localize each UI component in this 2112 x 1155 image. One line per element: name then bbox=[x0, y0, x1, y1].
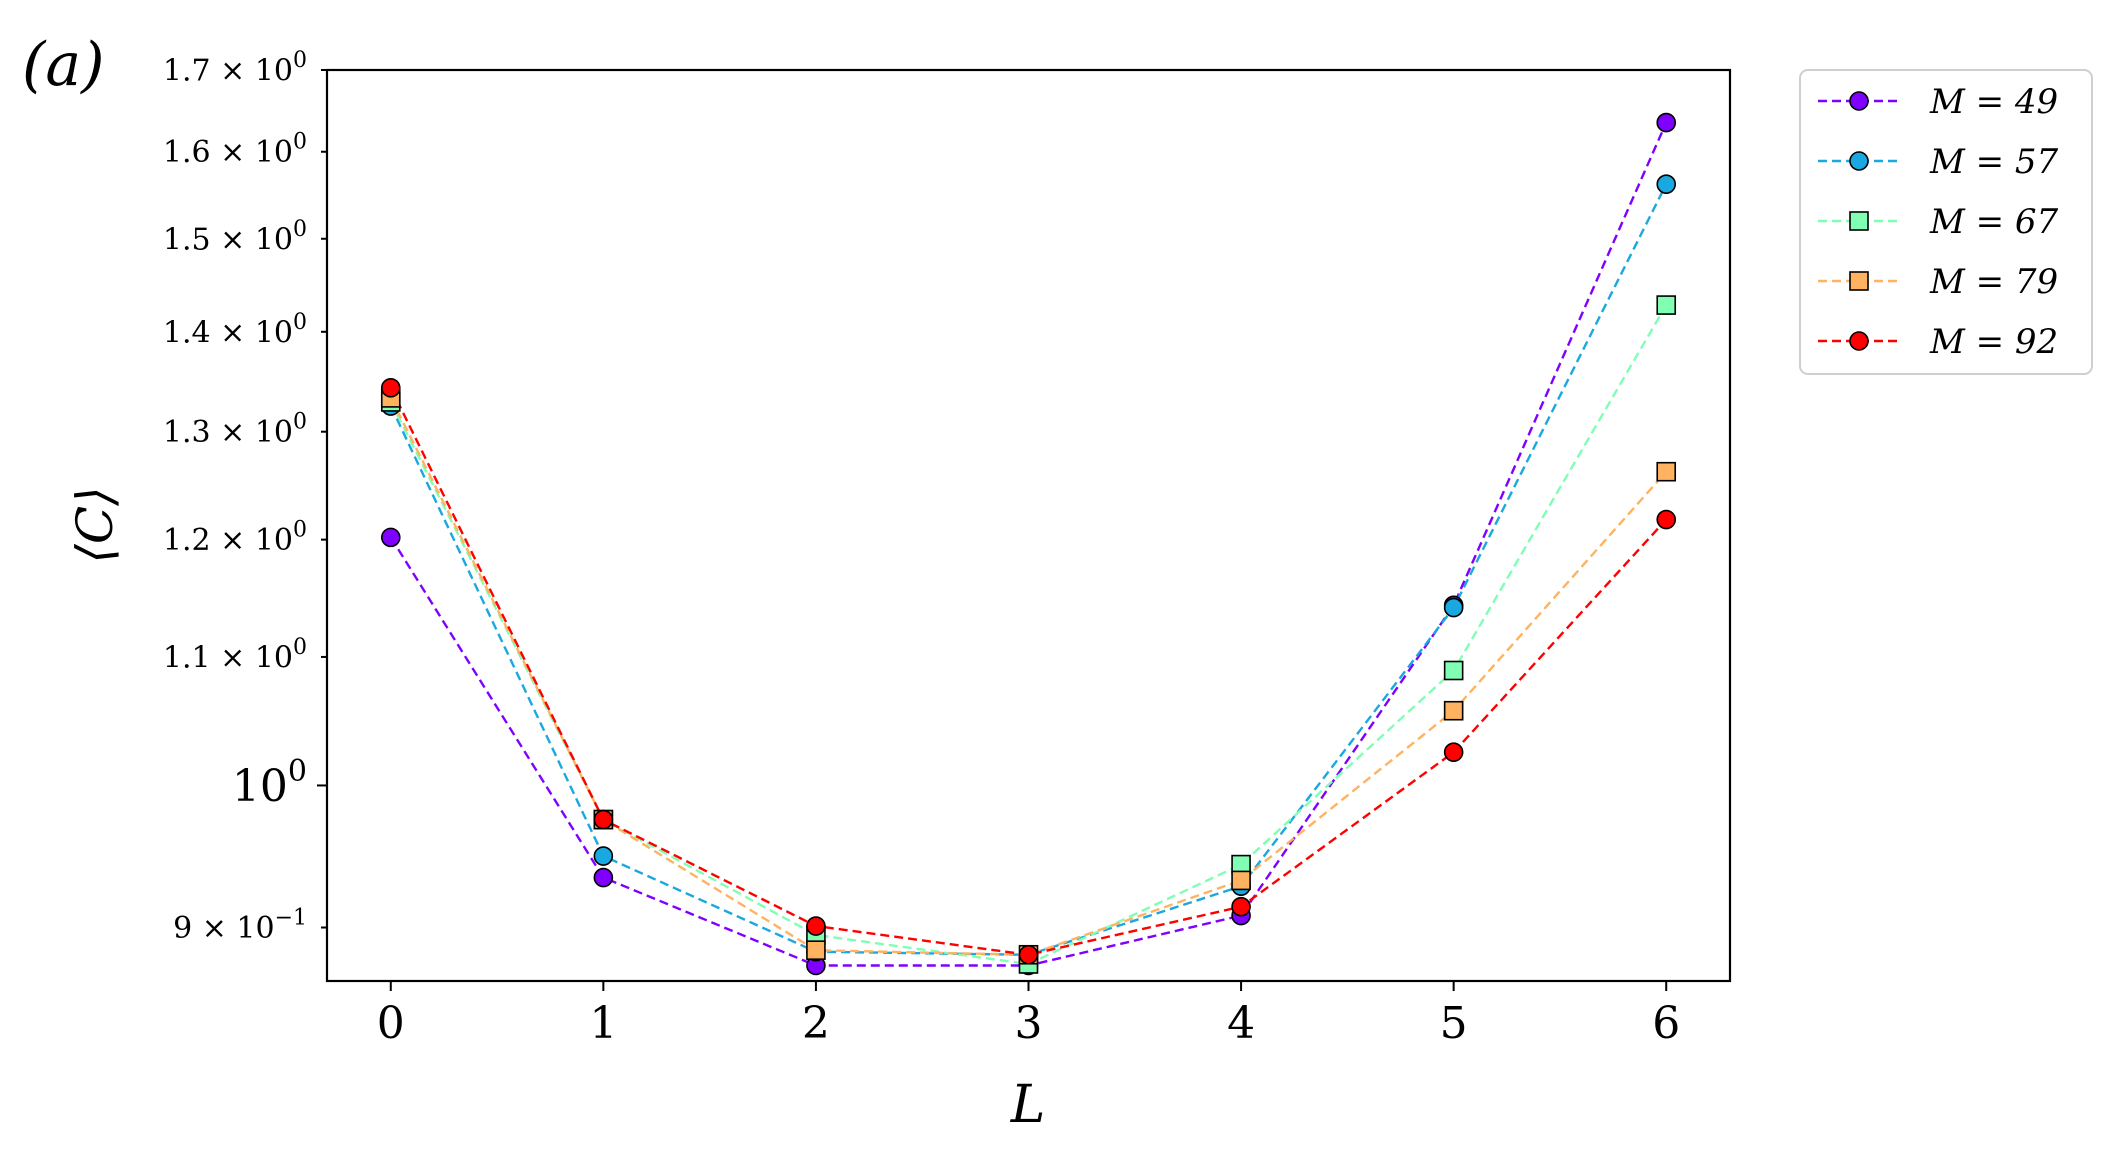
x-tick-label: 0 bbox=[377, 998, 405, 1049]
x-tick-label: 3 bbox=[1015, 998, 1043, 1049]
panel-label: (a) bbox=[22, 30, 105, 100]
legend-label: M = 79 bbox=[1929, 262, 2058, 302]
legend-label: M = 67 bbox=[1929, 202, 2059, 242]
legend: M = 49 M = 57 M = 67 M = 79 M = 92 bbox=[1799, 69, 2093, 375]
data-point bbox=[1849, 271, 1869, 291]
y-tick-label: 1.4 × 100 bbox=[163, 310, 307, 351]
legend-entry: M = 57 bbox=[1818, 142, 2059, 182]
plot-layer bbox=[380, 112, 1677, 976]
y-tick-label: 100 bbox=[232, 754, 307, 812]
series-line bbox=[389, 387, 1668, 957]
data-point bbox=[380, 378, 401, 398]
data-point bbox=[806, 916, 826, 936]
legend-entry: M = 92 bbox=[1818, 322, 2058, 362]
plot-frame bbox=[325, 68, 1732, 983]
data-point bbox=[1443, 700, 1464, 721]
x-tick-label: 6 bbox=[1652, 998, 1680, 1049]
y-axis-label: ⟨C⟩ bbox=[66, 486, 124, 563]
x-tick-label: 1 bbox=[589, 998, 617, 1049]
series-5-markers bbox=[380, 378, 1677, 965]
data-point bbox=[1443, 742, 1464, 762]
series-line bbox=[389, 122, 1668, 967]
data-point bbox=[1018, 944, 1039, 965]
series-line bbox=[389, 183, 1668, 957]
x-tick-label: 5 bbox=[1440, 998, 1468, 1049]
data-point bbox=[1656, 509, 1677, 530]
data-point bbox=[1656, 295, 1677, 315]
series-3-markers bbox=[380, 295, 1677, 974]
data-point bbox=[1849, 91, 1869, 111]
legend-entry: M = 79 bbox=[1818, 262, 2058, 302]
series-line bbox=[389, 304, 1668, 966]
series-3 bbox=[389, 304, 1668, 966]
series-4-markers bbox=[380, 388, 1677, 965]
y-tick-label: 1.7 × 100 bbox=[163, 48, 307, 89]
y-tick-label: 1.2 × 100 bbox=[163, 518, 307, 559]
data-point bbox=[593, 867, 614, 888]
legend-frame bbox=[1799, 69, 2093, 375]
y-axis-ticks: 9 × 10−1 100 1.1 × 100 1.2 × 100 1.3 × 100 1.… bbox=[163, 48, 327, 946]
legend-entry: M = 49 bbox=[1818, 82, 2058, 122]
series-4 bbox=[389, 397, 1668, 957]
data-point bbox=[1656, 112, 1677, 133]
data-point bbox=[593, 809, 614, 830]
data-point bbox=[1849, 151, 1869, 171]
data-point bbox=[1443, 597, 1464, 618]
data-point bbox=[1656, 174, 1677, 194]
data-point bbox=[1656, 461, 1677, 482]
y-tick-label: 1.5 × 100 bbox=[163, 217, 307, 258]
x-axis-ticks: 0 1 2 3 4 5 6 bbox=[377, 981, 1680, 1049]
y-tick-label: 1.6 × 100 bbox=[163, 130, 307, 171]
legend-label: M = 49 bbox=[1929, 82, 2058, 122]
y-tick-label: 1.3 × 100 bbox=[163, 410, 307, 451]
series-1 bbox=[389, 122, 1668, 967]
x-tick-label: 2 bbox=[802, 998, 830, 1049]
x-tick-label: 4 bbox=[1227, 998, 1255, 1049]
data-point bbox=[1849, 331, 1869, 351]
data-point bbox=[1231, 896, 1251, 917]
series-5 bbox=[389, 387, 1668, 957]
data-point bbox=[1443, 660, 1464, 681]
series-2-markers bbox=[380, 174, 1677, 965]
y-tick-label: 1.1 × 100 bbox=[163, 635, 307, 676]
series-2 bbox=[389, 183, 1668, 957]
data-point bbox=[1849, 211, 1869, 231]
x-axis-label: L bbox=[1010, 1075, 1046, 1135]
legend-label: M = 92 bbox=[1929, 322, 2058, 362]
series-line bbox=[389, 397, 1668, 957]
data-point bbox=[1231, 870, 1251, 891]
legend-label: M = 57 bbox=[1929, 142, 2059, 182]
legend-entry: M = 67 bbox=[1818, 202, 2059, 242]
data-point bbox=[593, 846, 614, 866]
data-point bbox=[380, 527, 401, 548]
data-point bbox=[806, 940, 826, 960]
y-tick-label: 9 × 10−1 bbox=[173, 906, 307, 947]
